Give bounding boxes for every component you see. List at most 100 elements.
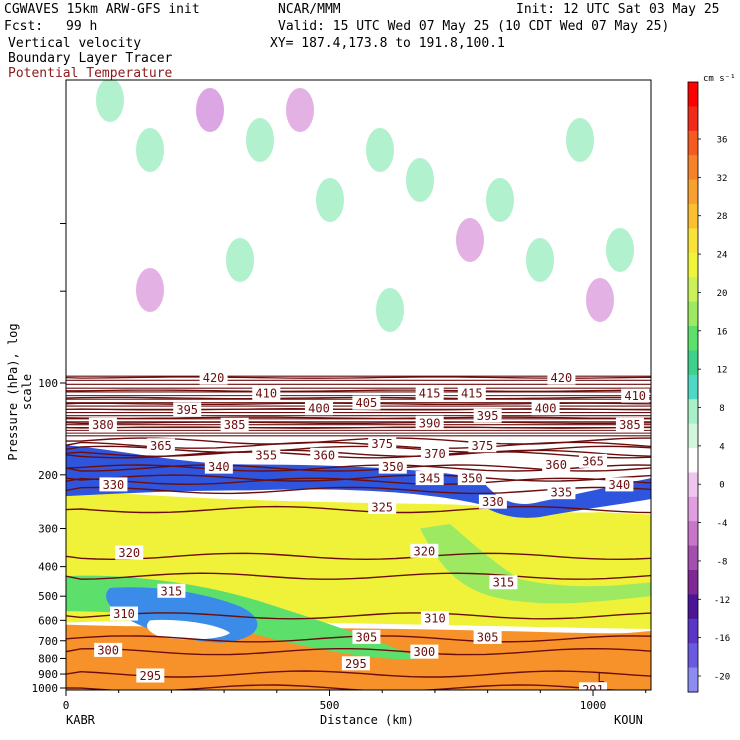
theta-label: 390	[419, 416, 441, 430]
colorbar-tick-label: -20	[714, 673, 730, 683]
colorbar-tick-label: 20	[717, 289, 728, 299]
theta-label-bg	[615, 417, 644, 432]
y-tick-label: 600	[38, 614, 58, 627]
fill-white-hole	[147, 619, 230, 640]
theta-label: 330	[482, 495, 504, 509]
theta-label-bg	[157, 583, 186, 598]
theta-label: 345	[419, 472, 441, 486]
colorbar-swatch	[688, 326, 698, 351]
theta-label-bg	[605, 477, 634, 492]
colorbar-tick-label: 36	[717, 136, 728, 146]
theta-label-bg	[547, 370, 576, 385]
theta-label: 420	[203, 371, 225, 385]
colorbar-tick-label: 32	[717, 174, 728, 184]
colorbar-swatch	[688, 594, 698, 620]
y-tick-label: 700	[38, 635, 58, 648]
theta-label-bg	[579, 682, 608, 690]
y-tick-label: 300	[38, 523, 58, 536]
theta-label-bg	[310, 447, 339, 462]
theta-label: 310	[424, 612, 446, 626]
colorbar-swatch	[688, 350, 698, 376]
field-boundary-layer-tracer: Boundary Layer Tracer	[8, 51, 173, 66]
theta-label: 335	[551, 486, 573, 500]
colorbar-swatch	[688, 82, 698, 107]
theta-label-bg	[457, 471, 486, 486]
y-tick-label: 500	[38, 590, 58, 603]
valid-time: Valid: 15 UTC Wed 07 May 25 (10 CDT Wed …	[278, 19, 670, 34]
x-tick-label: 1000	[580, 699, 607, 712]
colorbar-swatch	[688, 643, 698, 669]
theta-label-bg	[352, 629, 381, 644]
y-axis-label: Pressure (hPa), log scale	[6, 323, 34, 461]
theta-label: 300	[414, 645, 436, 659]
theta-label: 375	[472, 439, 494, 453]
theta-label: 305	[356, 630, 378, 644]
colorbar-swatch	[688, 472, 698, 498]
theta-label-bg	[368, 436, 397, 451]
theta-label-bg	[109, 606, 138, 621]
colorbar-frame	[687, 81, 699, 693]
colorbar-tick-label: -16	[714, 634, 730, 644]
theta-label: 355	[255, 448, 277, 462]
theta-label-bg	[199, 370, 228, 385]
forecast-hour: 99 h	[66, 19, 98, 34]
left-endpoint-label: KABR	[66, 713, 95, 727]
field-potential-temperature: Potential Temperature	[8, 66, 173, 81]
vv-blob	[406, 158, 434, 202]
theta-label-bg	[457, 386, 486, 401]
theta-contour-330	[66, 477, 651, 486]
theta-contour-385	[66, 421, 651, 424]
theta-label: 291	[582, 683, 604, 697]
colorbar-swatch	[688, 448, 698, 473]
low-marker: L	[597, 671, 604, 685]
colorbar-tick-label: -12	[714, 596, 730, 606]
colorbar-swatch	[688, 374, 698, 400]
colorbar-swatch	[688, 667, 698, 693]
vv-blob	[286, 88, 314, 132]
x-tick-label: 0	[63, 699, 70, 712]
theta-contour-320	[66, 552, 651, 561]
field-vertical-velocity: Vertical velocity	[8, 36, 142, 51]
plot-frame	[65, 79, 652, 691]
vv-blob	[486, 178, 514, 222]
theta-label-bg	[115, 545, 144, 560]
colorbar-tick-label: -8	[717, 557, 728, 567]
theta-label: 410	[624, 389, 646, 403]
vv-blob	[366, 128, 394, 172]
y-tick-label: 900	[38, 668, 58, 681]
y-tick-label: 200	[38, 469, 58, 482]
colorbar-swatch	[688, 496, 698, 522]
colorbar-swatch	[688, 423, 698, 449]
theta-label-bg	[352, 395, 381, 410]
theta-label: 300	[97, 643, 119, 657]
theta-contour-410	[66, 389, 651, 392]
theta-label-bg	[473, 629, 502, 644]
theta-label: 365	[582, 454, 604, 468]
theta-contour-325	[66, 505, 651, 514]
xy-cross-section: XY= 187.4,173.8 to 191.8,100.1	[270, 36, 505, 51]
theta-contour-300	[66, 647, 651, 656]
theta-contour-315	[66, 572, 651, 580]
colorbar-swatch	[688, 155, 698, 181]
theta-label: 400	[535, 402, 557, 416]
colorbar-tick-label: 0	[719, 481, 724, 491]
colorbar-swatch	[688, 106, 698, 132]
vv-blob	[456, 218, 484, 262]
colorbar-swatch	[688, 301, 698, 327]
theta-label: 395	[176, 403, 198, 417]
theta-label-bg	[410, 543, 439, 558]
theta-label: 295	[345, 657, 367, 671]
theta-label-bg	[146, 438, 175, 453]
theta-label: 350	[461, 472, 483, 486]
theta-label-bg	[304, 401, 333, 416]
org-label: NCAR/MMM	[278, 2, 341, 17]
colorbar-swatch	[688, 179, 698, 205]
vv-blob	[566, 118, 594, 162]
forecast-label: Fcst:	[4, 19, 44, 34]
theta-label-bg	[220, 417, 249, 432]
theta-label: 320	[414, 544, 436, 558]
theta-label: 340	[609, 478, 631, 492]
theta-label: 420	[551, 371, 573, 385]
colorbar-swatch	[688, 130, 698, 156]
